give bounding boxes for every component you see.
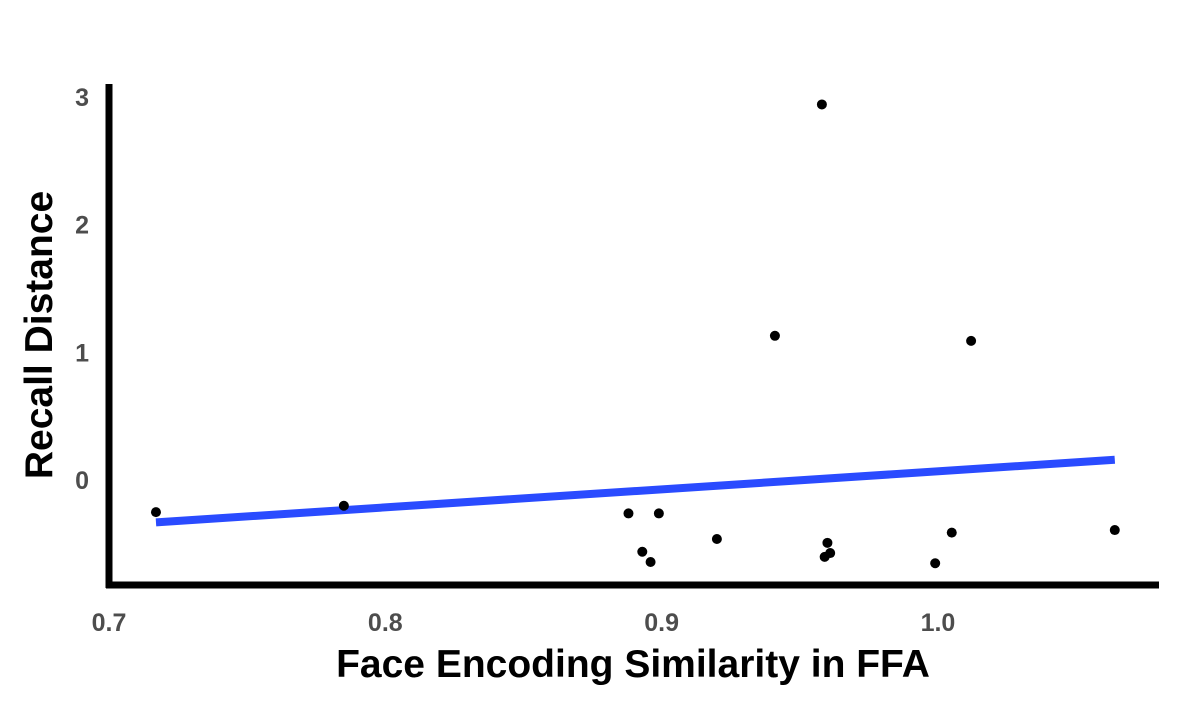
axes-layer: [105, 84, 1159, 589]
data-point-13: [930, 558, 941, 569]
data-point-7: [711, 533, 722, 544]
data-point-2: [338, 500, 349, 511]
y-tick-label: 3: [75, 84, 89, 112]
data-point-16: [1109, 525, 1120, 536]
data-point-6: [653, 508, 664, 519]
y-tick-label: 0: [75, 467, 89, 495]
x-tick-label: 0.8: [368, 609, 403, 637]
x-tick-label: 0.9: [644, 609, 679, 637]
data-point-12: [825, 548, 836, 559]
x-tick-labels: 0.7 0.8 0.9 1.0: [92, 609, 956, 637]
x-axis-title: Face Encoding Similarity in FFA: [336, 643, 930, 686]
data-point-8: [769, 330, 780, 341]
y-tick-labels: 0 1 2 3: [75, 84, 89, 495]
x-tick-label: 0.7: [92, 609, 127, 637]
data-point-14: [946, 527, 957, 538]
data-point-1: [150, 507, 161, 518]
data-point-15: [966, 335, 977, 346]
y-tick-label: 2: [75, 212, 89, 240]
points-layer: [150, 99, 1120, 569]
data-point-3: [623, 508, 634, 519]
y-axis-title: Recall Distance: [18, 191, 61, 479]
x-tick-label: 1.0: [921, 609, 956, 637]
fit-line-layer: [155, 455, 1116, 527]
y-tick-label: 1: [75, 339, 89, 367]
data-point-4: [637, 546, 648, 557]
data-point-11: [822, 537, 833, 548]
fit-line: [155, 455, 1116, 527]
data-point-5: [645, 556, 656, 567]
data-point-9: [816, 99, 827, 110]
